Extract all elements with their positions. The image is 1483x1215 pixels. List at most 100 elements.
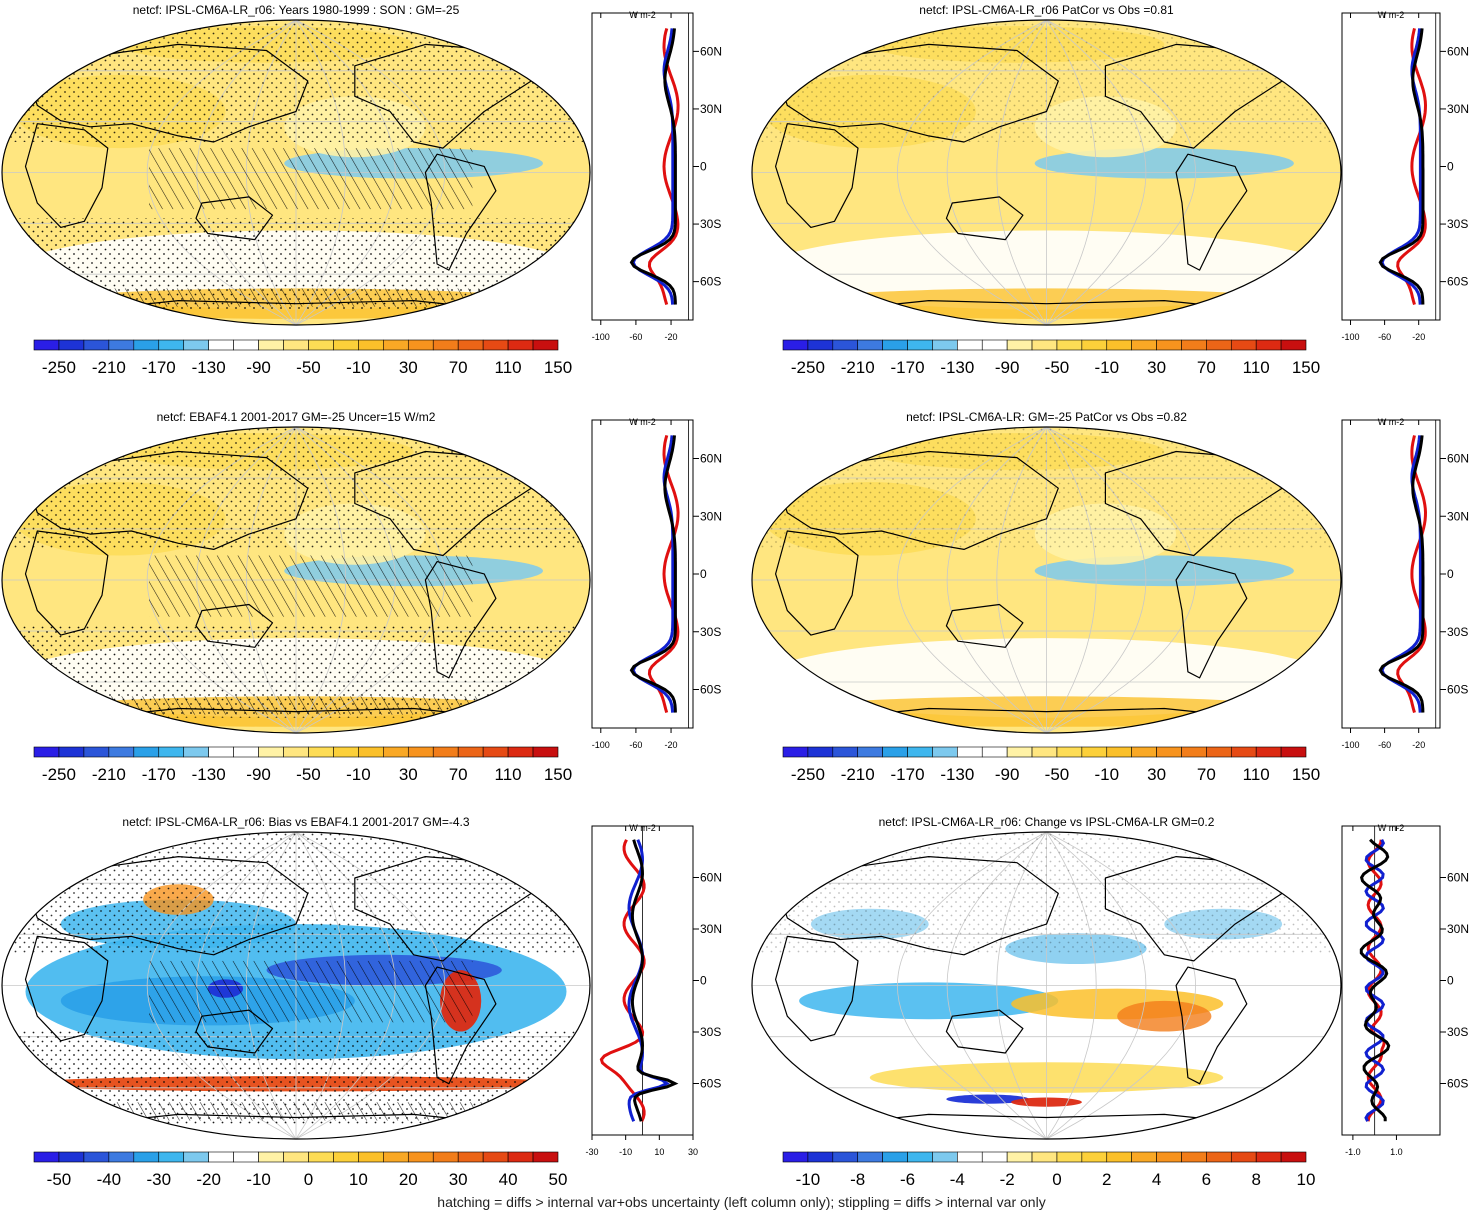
colorbar-swatch <box>482 746 509 758</box>
colorbar-label: 150 <box>1292 358 1320 377</box>
colorbar-label: 40 <box>499 1170 518 1189</box>
colorbar-label: 0 <box>304 1170 313 1189</box>
colorbar-swatch <box>133 339 160 351</box>
colorbar-swatch <box>832 746 859 758</box>
colorbar-swatch <box>981 746 1008 758</box>
colorbar-swatch <box>907 746 933 758</box>
colorbar-swatch <box>482 339 509 351</box>
colorbar-label: -10 <box>346 358 371 377</box>
colorbar-swatch <box>1181 1151 1207 1163</box>
zonal-x-tick-label: -100 <box>592 332 610 342</box>
zonal-line-black <box>629 28 677 305</box>
colorbar-label: -50 <box>1045 358 1070 377</box>
panel-p3: netcf: EBAF4.1 2001-2017 GM=-25 Uncer=15… <box>1 410 722 784</box>
colorbar-label: -90 <box>246 358 271 377</box>
zonal-line-red <box>1396 435 1428 714</box>
colorbar-swatch <box>208 339 234 351</box>
colorbar-label: 150 <box>544 765 572 784</box>
colorbar-swatch <box>1006 1151 1033 1163</box>
colorbar-swatch <box>1206 1151 1232 1163</box>
lat-tick-label: 30S <box>700 625 721 639</box>
colorbar-swatch <box>932 746 958 758</box>
zonal-x-tick-label: 10 <box>654 1147 664 1157</box>
zonal-x-tick-label: -20 <box>665 740 678 750</box>
colorbar-label: 110 <box>495 765 522 784</box>
colorbar-swatch <box>108 746 135 758</box>
colorbar-swatch <box>233 1151 259 1163</box>
colorbar-swatch <box>108 1151 135 1163</box>
colorbar-swatch <box>1255 746 1282 758</box>
colorbar-swatch <box>957 339 983 351</box>
zonal-x-tick-label: -10 <box>619 1147 632 1157</box>
colorbar-swatch <box>33 746 60 758</box>
panel-title: netcf: IPSL-CM6A-LR_r06: Years 1980-1999… <box>133 3 460 17</box>
zonal-line-red <box>647 27 680 306</box>
lat-tick-label: 30N <box>1447 102 1469 116</box>
colorbar: -250 -210 -170 -130 -90 -50 -10 30 70 110 150 <box>33 339 572 377</box>
colorbar-swatch <box>907 339 933 351</box>
colorbar-swatch <box>957 746 983 758</box>
colorbar-label: 0 <box>1052 1170 1061 1189</box>
colorbar-label: 70 <box>449 358 468 377</box>
colorbar-swatch <box>1255 339 1282 351</box>
colorbar-swatch <box>1131 1151 1157 1163</box>
lat-tick-label: 60N <box>1447 871 1469 885</box>
colorbar: -250 -210 -170 -130 -90 -50 -10 30 70 110 150 <box>782 746 1320 784</box>
colorbar: -250 -210 -170 -130 -90 -50 -10 30 70 110 150 <box>782 339 1320 377</box>
lat-tick-label: 0 <box>700 160 707 174</box>
zonal-x-tick-label: -60 <box>1378 332 1391 342</box>
colorbar-label: -50 <box>296 358 321 377</box>
lat-tick-label: 30N <box>700 509 722 523</box>
lat-tick-label: 30S <box>1447 217 1468 231</box>
colorbar-label: 30 <box>449 1170 468 1189</box>
colorbar-swatch <box>33 1151 60 1163</box>
footnote: hatching = diffs > internal var+obs unce… <box>437 1194 1046 1210</box>
colorbar-swatch <box>83 746 110 758</box>
lat-tick-label: 30S <box>1447 625 1468 639</box>
zonal-x-tick-label: -100 <box>1342 740 1360 750</box>
colorbar-label: -250 <box>791 765 825 784</box>
zonal-x-tick-label: -60 <box>629 740 642 750</box>
lat-tick-label: 60N <box>1447 44 1469 58</box>
colorbar-swatch <box>233 339 259 351</box>
lat-tick-label: 60N <box>700 871 722 885</box>
map <box>752 20 1341 325</box>
colorbar-label: -10 <box>1094 765 1119 784</box>
colorbar-swatch <box>58 746 85 758</box>
colorbar-swatch <box>383 339 409 351</box>
colorbar-label: -170 <box>142 358 176 377</box>
colorbar-swatch <box>158 1151 185 1163</box>
colorbar-swatch <box>432 339 459 351</box>
colorbar-swatch <box>457 1151 484 1163</box>
colorbar-swatch <box>58 339 85 351</box>
colorbar-label: -6 <box>900 1170 915 1189</box>
colorbar-label: -50 <box>47 1170 72 1189</box>
colorbar-swatch <box>857 1151 883 1163</box>
colorbar-swatch <box>1255 1151 1282 1163</box>
zonal-unit: W m-2 <box>1378 823 1405 833</box>
colorbar-swatch <box>1206 746 1232 758</box>
colorbar-swatch <box>108 339 135 351</box>
colorbar-swatch <box>507 1151 534 1163</box>
colorbar-label: -8 <box>850 1170 865 1189</box>
colorbar-swatch <box>1156 1151 1182 1163</box>
colorbar-swatch <box>283 746 309 758</box>
colorbar-swatch <box>1031 746 1058 758</box>
lat-tick-label: 60N <box>700 44 722 58</box>
zonal-line-black <box>1378 435 1425 713</box>
colorbar-swatch <box>857 339 883 351</box>
colorbar-swatch <box>1181 746 1207 758</box>
zonal-x-tick-label: -1.0 <box>1345 1147 1361 1157</box>
colorbar: -50 -40 -30 -20 -10 0 10 20 30 40 50 <box>33 1151 567 1189</box>
colorbar: -10 -8 -6 -4 -2 0 2 4 6 8 10 <box>782 1151 1315 1189</box>
colorbar-swatch <box>1131 339 1157 351</box>
colorbar-label: 4 <box>1152 1170 1161 1189</box>
zonal-unit: W m-2 <box>629 10 656 20</box>
colorbar: -250 -210 -170 -130 -90 -50 -10 30 70 110 150 <box>33 746 572 784</box>
colorbar-swatch <box>1206 339 1232 351</box>
colorbar-label: 8 <box>1251 1170 1260 1189</box>
colorbar-label: -20 <box>196 1170 221 1189</box>
colorbar-label: 30 <box>1147 358 1166 377</box>
lat-tick-label: 30N <box>700 102 722 116</box>
